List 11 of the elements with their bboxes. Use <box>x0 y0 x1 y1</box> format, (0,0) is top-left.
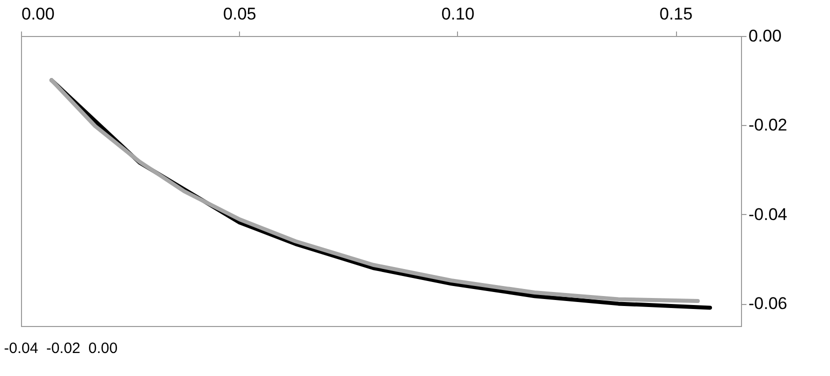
x-tick-label: 0.15 <box>660 4 693 24</box>
x-tick-label: 0.05 <box>223 4 256 24</box>
y-tick-label: -0.06 <box>748 294 788 314</box>
text: -0.04 <box>4 340 38 357</box>
y-tick-label: 0.00 <box>748 26 782 46</box>
y-tick-label: -0.02 <box>748 116 788 135</box>
x-tick-label: 0.00 <box>22 4 55 24</box>
y-tick-label: -0.04 <box>748 204 788 224</box>
text: 0.00 <box>88 340 118 357</box>
text: -0.02 <box>46 340 80 357</box>
x-tick-label: 0.10 <box>441 4 474 24</box>
